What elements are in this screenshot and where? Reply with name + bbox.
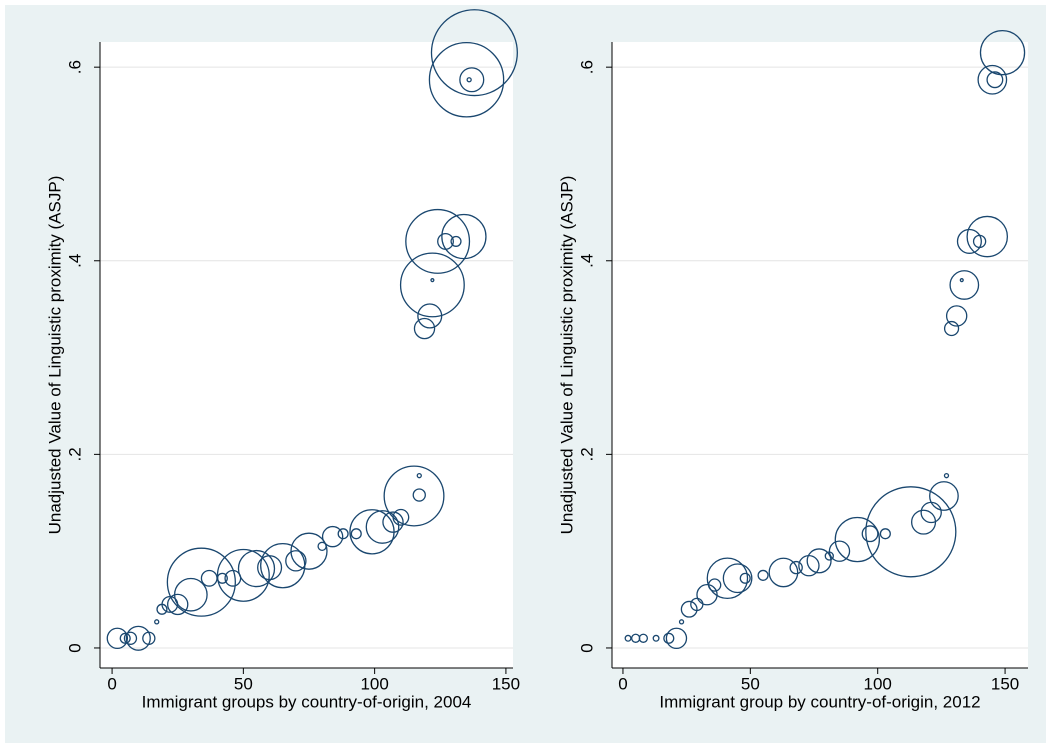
bubble [972,234,987,249]
bubble [430,9,518,97]
x-tick-label: 0 [618,674,627,693]
bubble [696,584,718,606]
bubble [959,278,964,283]
x-tick-label: 0 [107,674,116,693]
x-tick-label: 150 [492,674,520,693]
plot-region [100,42,513,668]
bubble [979,29,1026,76]
y-tick-label: 0 [577,643,596,652]
bubble [943,472,950,479]
y-tick-label: 0 [65,643,84,652]
bubble [768,557,799,588]
bubble [966,215,1009,258]
bubble [459,67,485,93]
bubble [142,631,156,645]
bubble [757,569,769,581]
bubble [125,625,151,651]
x-axis-label: Immigrant groups by country-of-origin, 2… [142,692,472,711]
bubble [977,64,1008,95]
bubble [285,550,307,572]
bubble [806,548,832,574]
bubble [350,528,362,540]
bubble [828,540,851,562]
bubble [413,317,436,340]
bubble [428,41,505,118]
plot-region [612,42,1028,668]
bubble [167,593,189,616]
y-tick-label: .4 [65,254,84,268]
bubble [412,488,426,502]
y-tick-label: .2 [577,447,596,461]
bubble [441,213,487,260]
bubble [237,549,276,588]
bubble [430,278,435,283]
x-tick-label: 50 [234,674,253,693]
bubble [949,270,980,300]
y-tick-label: .4 [577,254,596,268]
bubble [722,563,753,594]
bubble [166,547,236,617]
bubble [943,320,960,337]
bubble [652,634,660,642]
bubble [665,627,688,649]
x-axis-label: Immigrant group by country-of-origin, 20… [659,692,980,711]
bubble [123,631,138,645]
bubble [405,208,471,274]
bubble [986,71,1004,89]
bubble [416,472,422,479]
bubble [879,528,891,540]
bubble [861,525,879,543]
bubble [119,632,131,644]
bubble [663,632,675,644]
bubble [106,627,129,649]
y-axis-label: Unadjusted Value of Linguistic proximity… [557,176,576,535]
bubble [789,560,803,575]
x-tick-label: 150 [991,674,1019,693]
bubble [317,541,327,551]
bubble [257,555,283,581]
bubble [383,465,445,527]
bubble [154,619,160,625]
bubble [624,634,632,642]
bubble [638,633,649,643]
y-tick-label: .2 [65,447,84,461]
bubble [216,548,270,602]
y-tick-label: .6 [65,60,84,74]
bubble [929,481,959,511]
x-tick-label: 100 [864,674,892,693]
bubble [399,252,465,318]
bubble [945,305,968,327]
bubble [290,532,328,570]
bubble [450,235,462,247]
bubble [321,525,344,548]
x-tick-label: 50 [741,674,760,693]
bubble [173,577,208,612]
y-axis-label: Unadjusted Value of Linguistic proximity… [45,176,64,535]
bubble [739,572,751,584]
bubble [706,557,749,600]
bubble [337,528,349,540]
bubble [680,600,698,618]
x-tick-label: 100 [360,674,388,693]
bubble [365,510,400,544]
bubble [678,619,685,625]
bubble [865,486,957,578]
bubble [956,228,982,254]
bubble [834,516,881,563]
bubble [466,77,472,83]
y-tick-label: .6 [577,60,596,74]
bubble [382,511,404,533]
